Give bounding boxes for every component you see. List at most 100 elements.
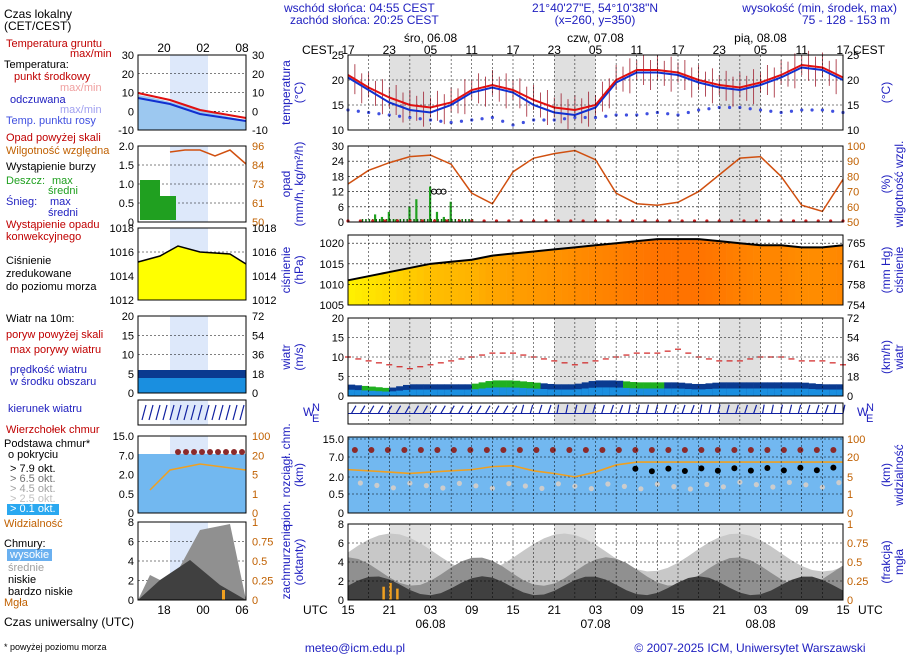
cloud-top-dot [648,447,655,453]
legend-label: Chmury: [4,538,46,550]
legend-wind-arrow [148,404,154,421]
wind-arrow [413,405,420,414]
legend-tick-left: 20 [122,311,134,323]
y-tick-label-right: 70 [847,187,859,199]
pressure-fill [478,257,486,305]
cloud-top-dot [368,447,375,453]
utc-hour-label: 21 [713,603,727,617]
legend-cloud-top [223,449,229,455]
wind-fill-inner [712,388,720,396]
pressure-fill [794,247,803,305]
wind-arrow [520,404,525,414]
pressure-fill [389,271,397,305]
wind-fill-inner [451,389,459,396]
rain-mid-bar [437,219,439,222]
local-hour-label: 05 [589,43,603,57]
cest-left: CEST [302,43,335,57]
cloud-top-dot [813,447,820,453]
dewpoint-dot [449,120,453,125]
legend-label: kierunek wiatru [8,403,82,415]
panel-border [347,234,844,306]
utc-hour-label: 09 [630,603,644,617]
dewpoint-dot [697,108,701,112]
pressure-fill [430,263,438,305]
legend-tick-right: 36 [252,350,264,362]
email: meteo@icm.edu.pl [305,641,405,655]
panel-left-label: pion. rozciągł. chm. [279,423,293,526]
wind-arrow [779,404,784,414]
legend-label: punkt środkowy [14,71,91,83]
cloud-base-dot-light [440,485,446,491]
pressure-fill [657,239,665,305]
rain-mid-bar [464,219,467,222]
legend-tick-left: 6 [128,537,134,549]
cloud-base-dot-light [654,481,660,487]
legend-label: średni [48,207,78,219]
dewpoint-dot [356,109,360,113]
rain-mid-bar [406,219,408,222]
y-tick-label-right: 100 [847,434,865,446]
legend-label: wysokie [9,549,49,561]
dewpoint-dot [408,115,412,120]
panel-left-unit: (km) [292,463,306,487]
wind-fill-inner [471,389,479,396]
wind-fill-inner [705,389,713,396]
panel-left-label: opad [279,171,293,198]
cloud-top-dot [714,447,721,453]
legend-tick-left: 1012 [110,295,134,307]
legend-label: Widzialność [4,518,63,530]
panel-border [347,145,844,223]
legend-cloud-top [183,449,189,455]
wind-arrow [592,404,596,414]
legend-tick-left: 1018 [110,223,134,235]
wind-w-right: W [857,405,869,419]
legend-rain-block [140,180,160,220]
legend-tick-left: 0 [128,595,134,607]
wind-arrow [440,405,446,414]
footnote: * powyżej poziomu morza [4,642,107,652]
pressure-fill [348,279,356,305]
legend-feel-line [137,97,247,122]
local-hour-label: 17 [341,43,355,57]
cloud-top-dot [632,447,639,453]
legend-wind-arrow [218,404,224,421]
pressure-fill [616,242,624,305]
universal-time: Czas uniwersalny (UTC) [4,615,134,629]
utc-hour-label: 15 [506,603,520,617]
pressure-fill [403,268,411,305]
cloud-top-dot [582,447,589,453]
cloud-base-dot-light [473,483,479,489]
cloud-base-dot-light [489,485,495,491]
legend-label: Wystąpienie opadu [6,219,99,231]
utc-hour-label: 03 [754,603,768,617]
cloud-base-dot-light [836,480,842,486]
wind-fill-inner [643,388,651,396]
cloud-top-dot [747,447,754,453]
y-tick-label-right: 0.75 [847,538,868,550]
cloud-base-dot-light [374,482,380,488]
y-tick-label-right: 0.5 [847,557,862,569]
cloud-top-dot [665,447,672,453]
rain-mid-bar [389,219,391,222]
pressure-fill [471,259,479,305]
legend-label: Temp. punktu rosy [6,115,96,127]
y-tick-label: 5 [338,372,344,384]
wind-fill-inner [499,387,507,396]
y-tick-label: 15 [332,100,344,112]
panel-border [347,436,844,514]
legend-label: > 7.9 okt. [10,463,56,475]
pressure-fill [801,247,809,305]
panel-right-unit: wiatr [892,344,906,370]
rain-bar [429,186,432,222]
wind-arrow [610,404,615,414]
fog-bar [382,586,385,600]
wind-arrow [663,404,668,414]
legend-tick-right: 18 [252,369,264,381]
wind-fill-inner [650,388,658,396]
wind-fill-inner [423,389,431,396]
y-tick-label-right: 0 [847,595,853,607]
elevation-values: 75 - 128 - 153 m [802,13,890,27]
wind-fill-inner [561,389,569,396]
dewpoint-dot [480,117,484,121]
wind-fill-inner [568,389,576,396]
